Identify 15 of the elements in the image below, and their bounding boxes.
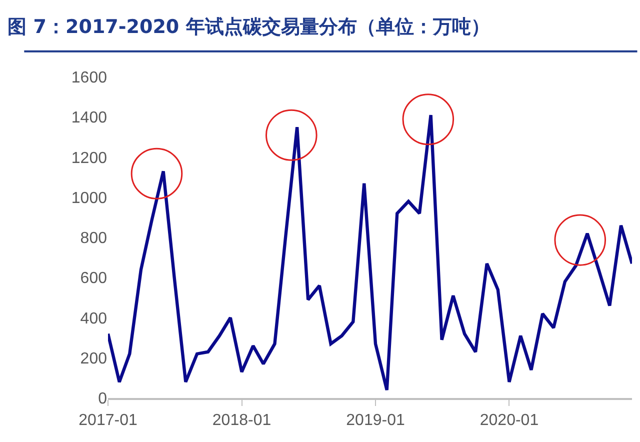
x-tick-label: 2017-01 (78, 412, 138, 429)
y-tick-label: 1000 (71, 190, 108, 207)
chart-title: 图 7：2017-2020 年试点碳交易量分布（单位：万吨） (8, 16, 490, 38)
y-tick-label: 600 (80, 270, 108, 288)
y-tick-label: 800 (80, 230, 108, 248)
y-tick-label: 400 (80, 310, 108, 328)
x-tick-label: 2019-01 (346, 412, 405, 429)
x-tick-label: 2018-01 (212, 412, 272, 429)
y-tick-label: 200 (80, 350, 108, 368)
y-tick-label: 1600 (71, 70, 108, 87)
y-tick-label: 1200 (71, 150, 108, 167)
x-tick-label: 2020-01 (480, 412, 539, 429)
y-tick-label: 1400 (71, 110, 108, 127)
line-series (108, 114, 632, 392)
y-tick-label: 0 (98, 390, 108, 408)
